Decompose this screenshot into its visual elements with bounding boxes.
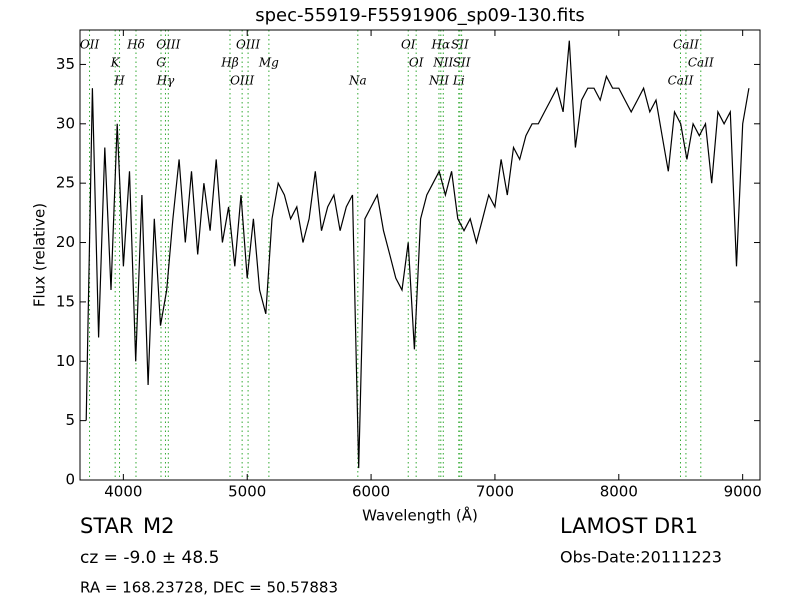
spectral-line-label: CaII [688, 56, 714, 70]
x-axis-label: Wavelength (Å) [362, 506, 478, 525]
spectral-line-label: Mg [258, 56, 279, 70]
obs-date: Obs-Date:20111223 [560, 548, 722, 567]
y-tick-label: 10 [56, 352, 75, 370]
spectral-line-label: OIII [156, 38, 180, 52]
spectral-line-label: CaII [673, 38, 699, 52]
spectral-line-label: Hδ [126, 38, 145, 52]
spectral-line-label: K [110, 56, 121, 70]
spectral-line-label: SII [453, 56, 471, 70]
x-tick-label: 9000 [724, 483, 762, 501]
spectrum-line [85, 40, 750, 469]
spectral-line-label: OIII [236, 38, 260, 52]
x-tick-label: 4000 [104, 483, 142, 501]
y-tick-label: 0 [65, 471, 75, 489]
y-tick-label: 5 [65, 411, 75, 429]
y-tick-label: 30 [56, 114, 75, 132]
redshift: cz = -9.0 ± 48.5 [80, 548, 219, 568]
spectral-line-label: OII [80, 38, 100, 52]
spectral-line-label: CaII [668, 74, 694, 88]
y-axis-label: Flux (relative) [31, 203, 49, 307]
spectral-line-label: OI [401, 38, 416, 52]
x-tick-label: 5000 [228, 483, 266, 501]
subclass: M2 [143, 514, 174, 538]
y-tick-label: 35 [56, 55, 75, 73]
plot-frame [79, 29, 761, 481]
x-tick-label: 6000 [352, 483, 390, 501]
spectral-line-label: OI [409, 56, 424, 70]
coordinates: RA = 168.23728, DEC = 50.57883 [80, 579, 338, 597]
spectral-line-label: OIII [230, 74, 254, 88]
spectral-line-label: Hγ [156, 74, 175, 88]
spectral-line-label: SII [451, 38, 469, 52]
chart-title: spec-55919-F5591906_sp09-130.fits [255, 5, 585, 26]
spectral-line-label: NII [432, 56, 453, 70]
y-tick-label: 25 [56, 174, 75, 192]
spectral-line-label: G [156, 56, 166, 70]
spectral-line-label: Li [452, 74, 465, 88]
y-tick-label: 20 [56, 233, 75, 251]
object-class: STAR [80, 514, 133, 538]
spectral-line-label: H [113, 74, 125, 88]
spectral-line-label: Na [348, 74, 367, 88]
spectral-line-label: Hβ [220, 56, 238, 70]
spectral-line-label: Hα [431, 38, 451, 52]
survey: LAMOST DR1 [560, 514, 698, 538]
spectral-line-label: NII [428, 74, 449, 88]
x-tick-label: 8000 [600, 483, 638, 501]
x-tick-label: 7000 [476, 483, 514, 501]
y-tick-label: 15 [56, 292, 75, 310]
